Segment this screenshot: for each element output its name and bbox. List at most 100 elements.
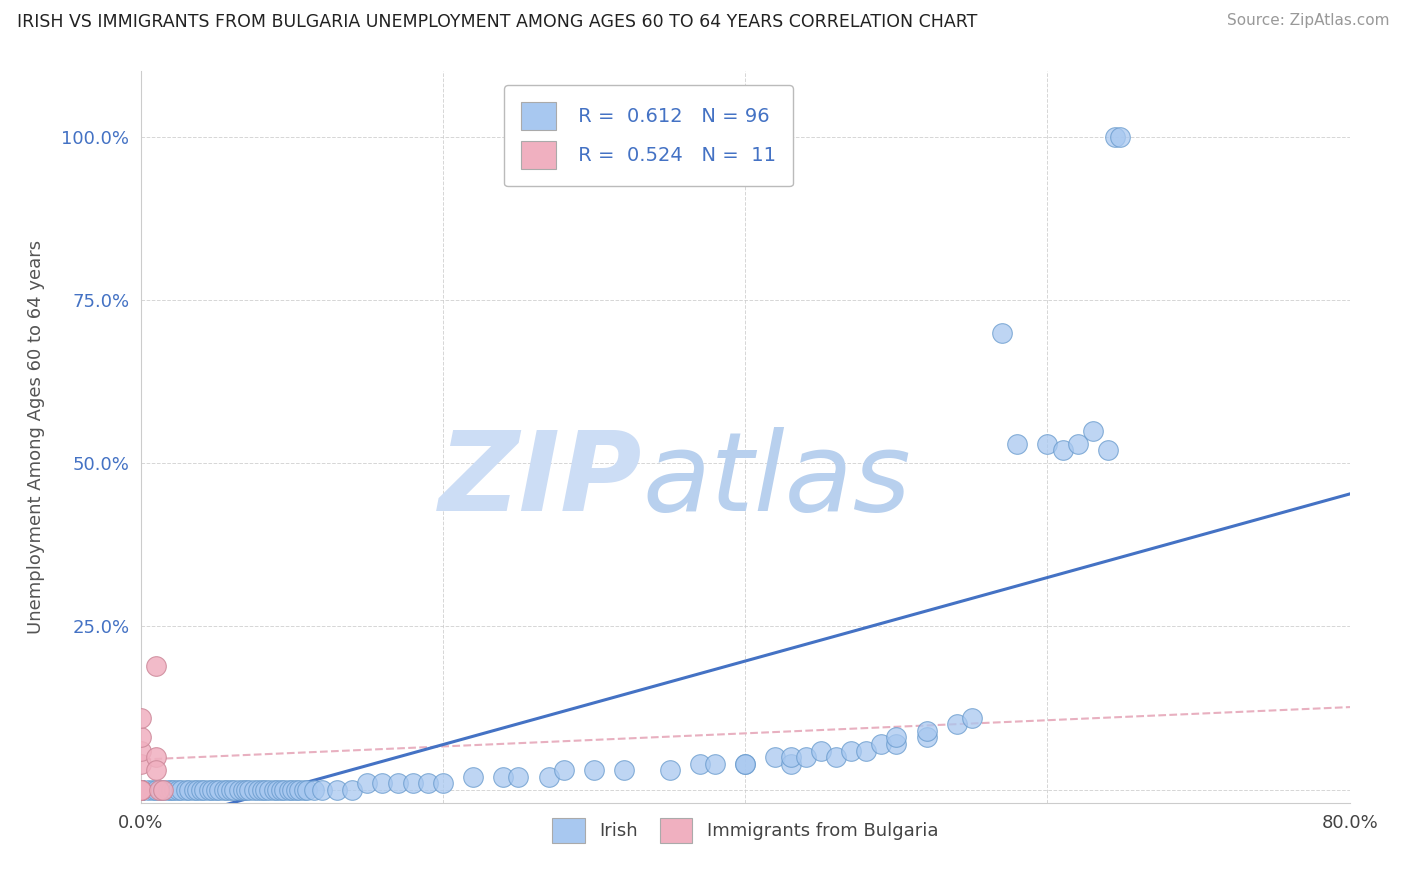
Point [734, 756, 756, 771]
Point [1109, 129, 1132, 144]
Point [170, 782, 193, 797]
Point [285, 782, 308, 797]
Point [152, 782, 174, 797]
Point [946, 717, 969, 731]
Point [810, 743, 832, 757]
Point [142, 782, 165, 797]
Point [582, 763, 605, 777]
Point [855, 743, 877, 757]
Point [253, 782, 276, 797]
Point [270, 782, 292, 797]
Point [129, 711, 152, 725]
Point [219, 782, 242, 797]
Point [779, 756, 801, 771]
Point [1067, 436, 1090, 450]
Text: Source: ZipAtlas.com: Source: ZipAtlas.com [1226, 13, 1389, 29]
Point [553, 763, 575, 777]
Point [794, 750, 817, 764]
Point [208, 782, 231, 797]
Point [295, 782, 318, 797]
Point [129, 782, 152, 797]
Point [1052, 443, 1074, 458]
Point [145, 782, 167, 797]
Point [492, 770, 515, 784]
Point [149, 782, 172, 797]
Point [156, 782, 179, 797]
Point [160, 782, 183, 797]
Point [129, 756, 152, 771]
Point [281, 782, 304, 797]
Point [247, 782, 270, 797]
Point [960, 711, 983, 725]
Point [201, 782, 224, 797]
Point [416, 776, 439, 790]
Point [824, 750, 846, 764]
Point [508, 770, 530, 784]
Point [163, 782, 186, 797]
Point [704, 756, 727, 771]
Point [129, 782, 152, 797]
Point [915, 723, 938, 738]
Point [356, 776, 378, 790]
Point [277, 782, 299, 797]
Point [266, 782, 288, 797]
Text: atlas: atlas [643, 427, 911, 534]
Point [205, 782, 228, 797]
Point [461, 770, 484, 784]
Point [387, 776, 409, 790]
Point [537, 770, 560, 784]
Point [129, 782, 152, 797]
Point [1036, 436, 1059, 450]
Point [1097, 443, 1119, 458]
Point [129, 782, 152, 797]
Point [658, 763, 681, 777]
Y-axis label: Unemployment Among Ages 60 to 64 years: Unemployment Among Ages 60 to 64 years [27, 240, 45, 634]
Point [326, 782, 349, 797]
Legend: Irish, Immigrants from Bulgaria: Irish, Immigrants from Bulgaria [543, 809, 948, 852]
Point [288, 782, 311, 797]
Point [1007, 436, 1029, 450]
Point [145, 763, 167, 777]
Text: IRISH VS IMMIGRANTS FROM BULGARIA UNEMPLOYMENT AMONG AGES 60 TO 64 YEARS CORRELA: IRISH VS IMMIGRANTS FROM BULGARIA UNEMPL… [17, 13, 977, 31]
Point [839, 743, 862, 757]
Point [243, 782, 266, 797]
Point [152, 782, 174, 797]
Point [232, 782, 254, 797]
Point [1081, 424, 1104, 438]
Point [167, 782, 190, 797]
Point [215, 782, 238, 797]
Point [689, 756, 711, 771]
Point [304, 782, 326, 797]
Point [129, 782, 152, 797]
Point [779, 750, 801, 764]
Point [371, 776, 394, 790]
Point [183, 782, 205, 797]
Point [129, 782, 152, 797]
Point [263, 782, 285, 797]
Point [613, 763, 636, 777]
Point [177, 782, 200, 797]
Point [129, 731, 152, 745]
Point [148, 782, 170, 797]
Point [197, 782, 219, 797]
Point [235, 782, 257, 797]
Point [129, 782, 152, 797]
Point [886, 731, 908, 745]
Point [765, 750, 787, 764]
Point [886, 737, 908, 751]
Point [402, 776, 425, 790]
Point [870, 737, 893, 751]
Point [432, 776, 454, 790]
Point [129, 782, 152, 797]
Point [734, 756, 756, 771]
Point [212, 782, 235, 797]
Point [915, 731, 938, 745]
Point [342, 782, 364, 797]
Point [257, 782, 280, 797]
Point [145, 750, 167, 764]
Point [129, 782, 152, 797]
Point [991, 326, 1014, 340]
Point [129, 782, 152, 797]
Point [145, 658, 167, 673]
Point [193, 782, 215, 797]
